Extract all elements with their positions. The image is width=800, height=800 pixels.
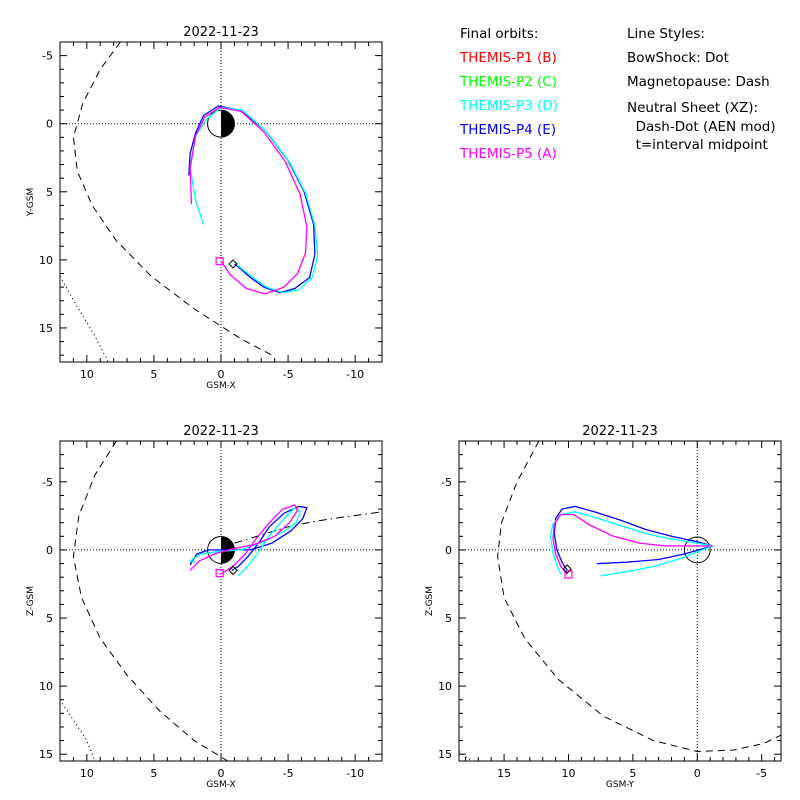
x-tick-label: 10: [80, 767, 94, 780]
x-tick-label: 0: [218, 767, 225, 780]
orbit-themis-p5: [552, 513, 713, 575]
x-tick-label: 0: [694, 767, 701, 780]
start-marker-diamond: [562, 564, 572, 574]
x-tick-label: 10: [561, 767, 575, 780]
boundary-magnetopause: [497, 441, 781, 753]
style-line-magnetopause: Magnetopause: Dash: [627, 74, 770, 90]
y-axis-label: Z-GSM: [26, 586, 36, 616]
y-axis-label: Y-GSM: [26, 188, 36, 217]
boundary-neutral-sheet: [234, 511, 382, 544]
plot-area: [60, 42, 382, 362]
y-tick-label: 5: [46, 186, 53, 199]
earth-night-side: [221, 110, 235, 138]
orbit-themis-p4: [553, 505, 714, 571]
start-marker-diamond: [228, 565, 238, 576]
legend-item-p5: THEMIS-P5 (A): [460, 146, 557, 162]
style-line-bowshock: BowShock: Dot: [627, 50, 729, 66]
x-axis-label: GSM-X: [206, 780, 235, 790]
x-tick-label: -5: [283, 368, 294, 381]
x-tick-label: 5: [150, 368, 157, 381]
boundary-magnetopause: [72, 441, 228, 761]
y-tick-label: -5: [441, 476, 452, 489]
orbit-themis-p5: [189, 504, 299, 575]
x-tick-label: 10: [80, 368, 94, 381]
x-tick-label: -5: [283, 767, 294, 780]
orbit-themis-p3: [189, 507, 301, 577]
orbit-themis-p4: [188, 105, 316, 294]
y-tick-label: 15: [39, 322, 53, 335]
plot-title: 2022-11-23: [183, 25, 259, 40]
y-tick-label: 10: [39, 680, 53, 693]
panel-1: 10 5 0 -5 -10 -5 0 5 10 15 2022-11-23 GSM-X Y-GSM: [26, 25, 383, 391]
y-tick-label: 10: [39, 254, 53, 267]
plot-title: 2022-11-23: [582, 424, 658, 439]
legend-item-p1: THEMIS-P1 (B): [460, 50, 557, 66]
y-tick-label: 0: [445, 544, 452, 557]
orbit-legend: Final orbits: THEMIS-P1 (B) THEMIS-P2 (C…: [460, 22, 558, 166]
y-tick-label: 5: [445, 612, 452, 625]
style-line-aen-mod: Dash-Dot (AEN mod): [627, 119, 776, 135]
legend-item-p2: THEMIS-P2 (C): [460, 74, 557, 90]
line-styles-legend: Line Styles: BowShock: Dot Magnetopause:…: [627, 22, 776, 154]
y-tick-label: 5: [46, 612, 53, 625]
x-axis-label: GSM-X: [206, 381, 235, 391]
plot-title: 2022-11-23: [183, 424, 259, 439]
y-tick-label: 15: [438, 748, 452, 761]
boundary-bowshock: [60, 699, 96, 761]
y-axis-label: Z-GSM: [425, 586, 435, 616]
orbit-legend-title: Final orbits:: [460, 26, 539, 42]
plot-area: [459, 441, 781, 761]
legend-item-p3: THEMIS-P3 (D): [460, 98, 558, 114]
legend-item-p4: THEMIS-P4 (E): [460, 122, 557, 138]
boundary-magnetopause: [72, 42, 275, 358]
y-tick-label: -5: [42, 476, 53, 489]
x-tick-label: 15: [497, 767, 511, 780]
orbit-themis-p5: [189, 106, 308, 295]
boundary-bowshock: [60, 275, 109, 362]
orbit-themis-p3: [189, 106, 319, 294]
style-line-neutral-sheet: Neutral Sheet (XZ):: [627, 100, 759, 116]
x-tick-label: 5: [629, 767, 636, 780]
y-tick-label: 0: [46, 118, 53, 131]
line-styles-title: Line Styles:: [627, 26, 705, 42]
start-marker-square: [564, 570, 573, 579]
y-tick-label: 15: [39, 748, 53, 761]
boundary-bowshock: [459, 751, 473, 761]
orbit-themis-p4: [189, 505, 308, 571]
x-tick-label: 5: [150, 767, 157, 780]
y-tick-label: 0: [46, 544, 53, 557]
panel-3: 15 10 5 0 -5 -5 0 5 10 15 2022-11-23 GSM-Y Z-GSM: [425, 424, 782, 790]
y-tick-label: 10: [438, 680, 452, 693]
style-line-midpoint: t=interval midpoint: [627, 137, 768, 153]
start-marker-square: [215, 257, 224, 266]
earth-circle: [683, 536, 711, 564]
x-axis-label: GSM-Y: [606, 780, 635, 790]
x-tick-label: 0: [218, 368, 225, 381]
y-tick-label: -5: [42, 50, 53, 63]
plot-frame: [458, 440, 782, 762]
start-marker-square: [215, 568, 224, 578]
start-marker-diamond: [228, 259, 238, 269]
orbit-themis-p3: [549, 511, 714, 577]
x-tick-label: -5: [756, 767, 767, 780]
x-tick-label: -10: [346, 368, 364, 381]
panel-2: 10 5 0 -5 -10 -5 0 5 10 15 2022-11-23 GSM-X Z-GSM: [26, 424, 383, 790]
x-tick-label: -10: [346, 767, 364, 780]
plot-area: [60, 441, 382, 761]
